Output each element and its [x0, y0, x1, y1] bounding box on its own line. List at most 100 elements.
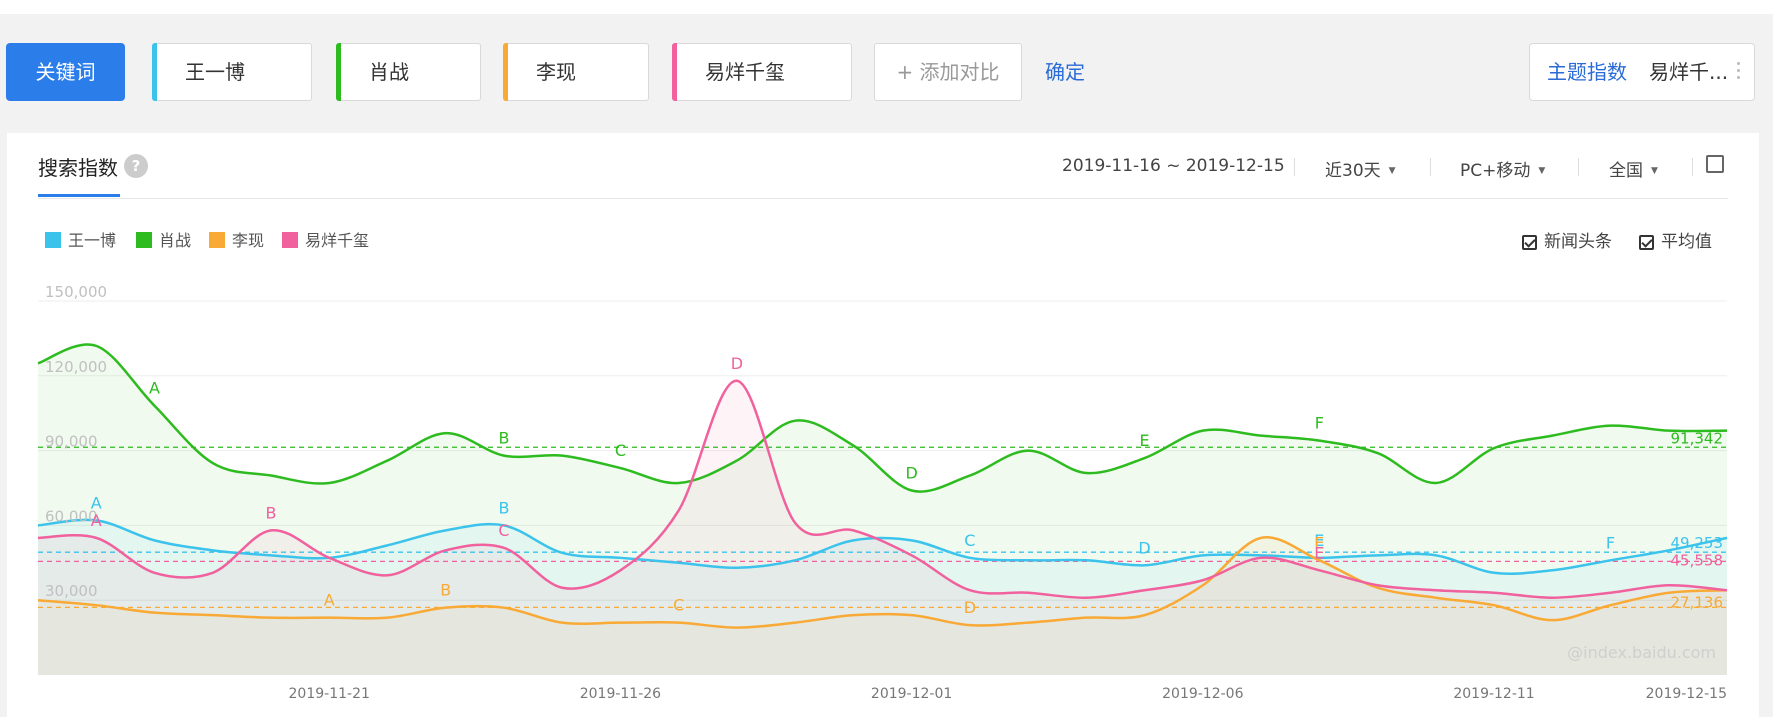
- keyword-box-4[interactable]: 易烊千玺: [672, 43, 852, 101]
- top-band: [0, 0, 1773, 14]
- series-area: [38, 380, 1727, 675]
- average-value-label: 45,558: [1671, 551, 1724, 569]
- news-marker: E: [1140, 431, 1150, 450]
- keyword-color-bar: [672, 43, 677, 101]
- average-checkbox[interactable]: 平均值: [1639, 227, 1712, 252]
- keyword-label: 易烊千玺: [705, 60, 785, 84]
- keyword-label: 李现: [536, 60, 576, 84]
- separator: [1578, 158, 1579, 176]
- y-tick-label: 120,000: [45, 358, 107, 376]
- news-headline-checkbox[interactable]: 新闻头条: [1522, 227, 1612, 252]
- legend-item-2[interactable]: 肖战: [136, 227, 191, 251]
- series-area: [38, 537, 1727, 675]
- news-marker: B: [440, 581, 451, 600]
- separator: [1692, 158, 1693, 176]
- average-label: 平均值: [1661, 232, 1712, 252]
- theme-index-label: 主题指数: [1547, 60, 1627, 84]
- legend-swatch: [45, 232, 61, 248]
- series-line: [37, 518, 1728, 575]
- period-value: 近30天: [1325, 161, 1381, 181]
- news-marker: C: [673, 596, 684, 615]
- keyword-box-3[interactable]: 李现: [503, 43, 649, 101]
- legend-label: 王一博: [68, 231, 117, 250]
- watermark: @index.baidu.com: [1567, 643, 1716, 662]
- y-tick-label: 150,000: [45, 283, 107, 301]
- device-value: PC+移动: [1460, 161, 1531, 181]
- keyword-color-bar: [503, 43, 508, 101]
- keyword-label: 肖战: [369, 60, 409, 84]
- device-dropdown[interactable]: PC+移动 ▼: [1460, 156, 1545, 181]
- news-marker: D: [1138, 538, 1150, 557]
- average-value-label: 91,342: [1671, 429, 1724, 447]
- y-tick-label: 60,000: [45, 507, 98, 525]
- news-marker: A: [91, 511, 102, 530]
- keyword-box-2[interactable]: 肖战: [336, 43, 481, 101]
- series-lines: [37, 343, 1728, 629]
- news-marker: F: [1315, 414, 1324, 433]
- keyword-button[interactable]: 关键词: [6, 43, 125, 101]
- caret-down-icon: ▼: [1388, 166, 1396, 176]
- legend-item-3[interactable]: 李现: [209, 227, 264, 251]
- news-marker: B: [498, 429, 509, 448]
- news-marker: C: [498, 521, 509, 540]
- period-dropdown[interactable]: 近30天 ▼: [1325, 156, 1396, 181]
- date-range[interactable]: 2019-11-16 ~ 2019-12-15: [1062, 156, 1285, 176]
- legend-swatch: [209, 232, 225, 248]
- news-marker: C: [964, 531, 975, 550]
- y-tick-label: 30,000: [45, 582, 98, 600]
- legend-label: 李现: [232, 231, 265, 250]
- news-marker: D: [964, 598, 976, 617]
- news-marker: A: [91, 493, 102, 512]
- series-area: [38, 344, 1727, 675]
- caret-down-icon: ▼: [1651, 166, 1658, 176]
- legend-swatch: [136, 232, 152, 248]
- news-marker: D: [905, 463, 917, 482]
- confirm-link[interactable]: 确定: [1045, 60, 1085, 84]
- x-tick-label: 2019-11-21: [289, 686, 370, 702]
- news-headline-label: 新闻头条: [1544, 232, 1612, 252]
- theme-index-selector[interactable]: 主题指数 易烊千...: [1529, 43, 1755, 101]
- legend-item-1[interactable]: 王一博: [45, 227, 116, 251]
- external-link-icon[interactable]: [1706, 155, 1724, 173]
- average-value-label: 49,253: [1671, 534, 1724, 552]
- legend-label: 肖战: [159, 231, 192, 250]
- keyword-box-1[interactable]: 王一博: [152, 43, 312, 101]
- help-icon[interactable]: ?: [124, 154, 148, 178]
- more-icon: [1737, 62, 1740, 82]
- news-marker: B: [265, 503, 276, 522]
- news-marker: B: [498, 498, 509, 517]
- separator: [1294, 158, 1295, 176]
- news-marker: A: [324, 591, 335, 610]
- caret-down-icon: ▼: [1538, 166, 1546, 176]
- news-marker: D: [731, 354, 743, 373]
- active-tab-indicator: [38, 194, 120, 197]
- region-value: 全国: [1609, 161, 1643, 181]
- panel-title[interactable]: 搜索指数: [38, 156, 118, 180]
- news-marker: E: [1314, 531, 1324, 550]
- panel-divider: [38, 198, 1728, 199]
- x-tick-label: 2019-12-11: [1453, 686, 1534, 702]
- series-line: [37, 343, 1728, 493]
- search-index-panel: [7, 133, 1759, 717]
- news-marker: A: [149, 379, 160, 398]
- news-marker: E: [1314, 543, 1324, 562]
- keyword-color-bar: [152, 43, 157, 101]
- keyword-color-bar: [336, 43, 341, 101]
- y-tick-label: 90,000: [45, 433, 98, 451]
- checkbox-checked-icon: [1639, 235, 1654, 250]
- legend-label: 易烊千玺: [305, 231, 370, 250]
- series-line: [37, 379, 1728, 599]
- legend-item-4[interactable]: 易烊千玺: [282, 227, 369, 251]
- separator: [1430, 158, 1431, 176]
- x-tick-label: 2019-12-06: [1162, 686, 1243, 702]
- add-compare-button[interactable]: + 添加对比: [874, 43, 1022, 101]
- news-marker: F: [1606, 533, 1615, 552]
- region-dropdown[interactable]: 全国 ▼: [1609, 156, 1658, 181]
- series-line: [37, 536, 1728, 629]
- news-marker: C: [615, 441, 626, 460]
- average-value-label: 27,136: [1671, 593, 1724, 611]
- chart-labels: 30,000 60,000 90,000 120,000 150,000 2019-11-…: [45, 283, 1727, 702]
- x-tick-label: 2019-11-26: [580, 686, 661, 702]
- checkbox-checked-icon: [1522, 235, 1537, 250]
